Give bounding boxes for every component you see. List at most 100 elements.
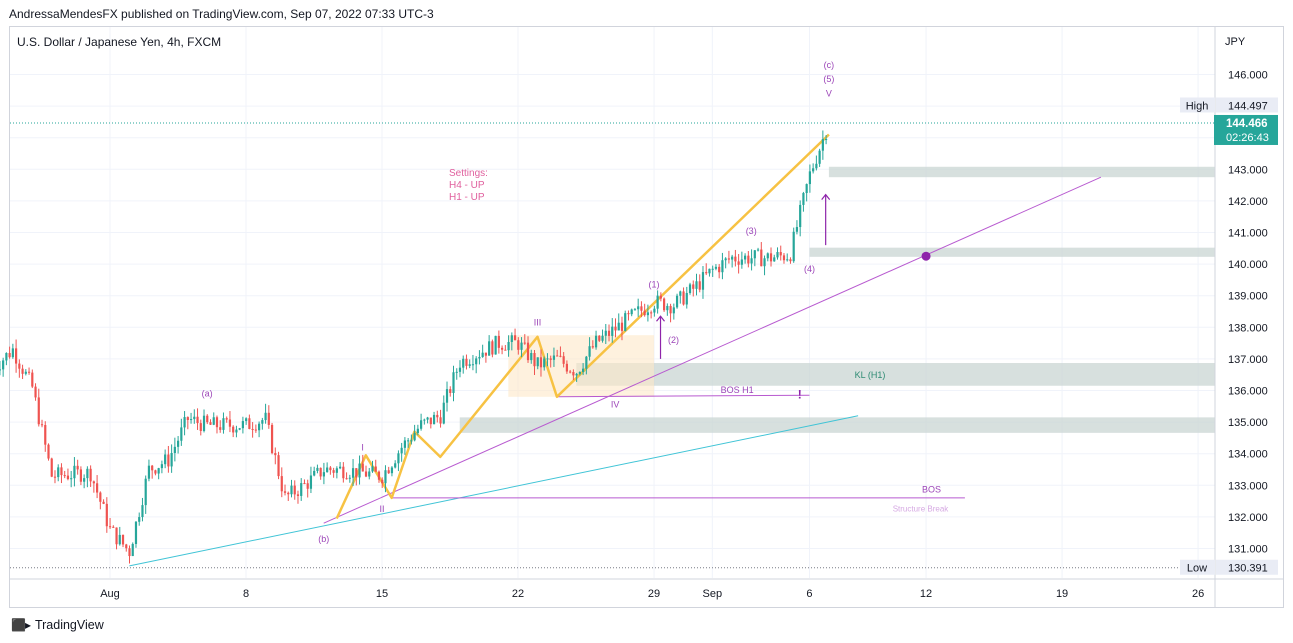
bos-h1-line <box>556 394 810 398</box>
candle-body <box>27 371 31 373</box>
candle-body <box>491 341 494 355</box>
candle-body <box>348 477 351 479</box>
candle-body <box>734 256 737 262</box>
candle-body <box>569 371 572 373</box>
y-tick-label: 134.000 <box>1228 449 1268 461</box>
candle-body <box>261 420 264 424</box>
candle-body <box>170 452 173 467</box>
teal-trendline <box>129 415 859 567</box>
y-tick-label: 142.000 <box>1228 196 1268 208</box>
key-level-zone <box>809 247 1215 257</box>
candle-body <box>270 424 274 454</box>
candle-body <box>264 412 267 421</box>
candle-body <box>128 548 131 557</box>
candle-body <box>714 266 718 269</box>
high-value: 144.497 <box>1228 100 1268 112</box>
candle-body <box>300 483 303 496</box>
drawings-layer: ! <box>10 122 1215 569</box>
candle-body <box>769 253 773 262</box>
candle-body <box>76 465 79 470</box>
candle-body <box>481 352 484 357</box>
candle-body <box>633 309 637 311</box>
candle-body <box>718 266 721 273</box>
candle-body <box>458 367 462 372</box>
candle-body <box>125 544 128 549</box>
candle-body <box>666 305 669 311</box>
x-tick-label: Aug <box>100 588 120 600</box>
candle-body <box>439 417 442 424</box>
candle-body <box>8 352 11 358</box>
candle-body <box>640 306 643 311</box>
candle-body <box>193 416 196 420</box>
candle-body <box>805 184 808 194</box>
candle-body <box>753 250 756 259</box>
footer[interactable]: ⬛▸ TradingView <box>11 618 104 632</box>
elliott-wave-path <box>335 133 830 520</box>
candle-body <box>303 483 306 485</box>
candle-body <box>585 356 588 369</box>
y-tick-label: 135.000 <box>1228 417 1268 429</box>
candle-body <box>497 335 500 348</box>
candle-body <box>47 444 50 459</box>
candle-body <box>339 466 342 469</box>
candle-body <box>452 372 455 393</box>
candle-body <box>436 414 439 418</box>
candle-body <box>688 284 692 293</box>
candle-body <box>789 259 792 262</box>
candle-body <box>426 417 429 420</box>
candle-body <box>698 281 701 290</box>
candle-body <box>611 326 614 336</box>
candle-body <box>24 371 27 374</box>
low-tag-bg <box>1180 559 1215 575</box>
candle-body <box>513 335 517 341</box>
candle-body <box>471 364 475 366</box>
candle-body <box>465 358 468 366</box>
candle-body <box>199 423 202 431</box>
y-tick-label: 140.000 <box>1228 259 1268 271</box>
candle-body <box>708 268 711 274</box>
x-tick-label: 26 <box>1192 588 1204 600</box>
candle-body <box>50 458 53 477</box>
wave-label: (a) <box>202 389 213 399</box>
x-tick-label: 22 <box>512 588 524 600</box>
x-tick-label: 6 <box>806 588 812 600</box>
candle-body <box>656 295 659 309</box>
candle-body <box>724 258 727 261</box>
candle-body <box>37 397 40 425</box>
wave-label: V <box>826 88 832 98</box>
candle-body <box>374 466 377 472</box>
candle-body <box>21 368 24 374</box>
candle-body <box>254 429 257 431</box>
low-tag: Low <box>1187 563 1207 575</box>
candle-body <box>711 268 714 270</box>
candle-body <box>147 465 151 479</box>
candle-body <box>731 256 734 260</box>
axis-layer: JPY 131.000 132.000 133.000 134.000 135.000 13… <box>10 27 1283 608</box>
candle-body <box>102 501 105 504</box>
candle-body <box>420 420 423 429</box>
candle-body <box>225 418 228 420</box>
candle-body <box>818 150 821 164</box>
candle-body <box>397 453 400 464</box>
y-tick-label: 136.000 <box>1228 386 1268 398</box>
wave-label: (5) <box>823 74 834 84</box>
candles-layer <box>0 130 828 564</box>
candle-body <box>277 455 280 477</box>
candle-body <box>355 468 358 478</box>
candle-body <box>413 433 416 441</box>
candle-body <box>630 309 633 315</box>
candle-body <box>445 389 449 403</box>
y-tick-label: 143.000 <box>1228 164 1268 176</box>
candle-body <box>779 252 782 256</box>
candle-body <box>296 494 300 496</box>
candle-body <box>737 261 740 265</box>
candle-body <box>740 259 743 265</box>
candle-body <box>157 468 160 474</box>
candle-body <box>559 355 562 357</box>
candle-body <box>154 470 157 474</box>
candle-body <box>588 346 591 357</box>
candle-body <box>484 352 487 356</box>
wave-label: (b) <box>318 534 329 544</box>
